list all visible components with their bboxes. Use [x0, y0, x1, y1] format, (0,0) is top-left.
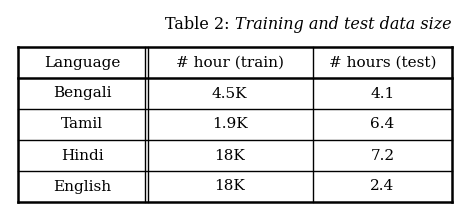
Text: 1.9K: 1.9K: [212, 118, 247, 131]
Text: Table 2:: Table 2:: [165, 16, 235, 33]
Text: Language: Language: [44, 56, 120, 69]
Text: # hour (train): # hour (train): [176, 56, 283, 69]
Text: 2.4: 2.4: [370, 180, 395, 193]
Text: 4.1: 4.1: [370, 87, 395, 100]
Text: 18K: 18K: [214, 180, 245, 193]
Text: # hours (test): # hours (test): [329, 56, 436, 69]
Text: 4.5K: 4.5K: [212, 87, 247, 100]
Text: 6.4: 6.4: [370, 118, 395, 131]
Text: Training and test data size: Training and test data size: [235, 16, 452, 33]
Text: 7.2: 7.2: [370, 149, 395, 162]
Text: Tamil: Tamil: [61, 118, 103, 131]
Text: 18K: 18K: [214, 149, 245, 162]
Text: English: English: [53, 180, 111, 193]
Text: Bengali: Bengali: [53, 87, 111, 100]
Text: Hindi: Hindi: [61, 149, 103, 162]
